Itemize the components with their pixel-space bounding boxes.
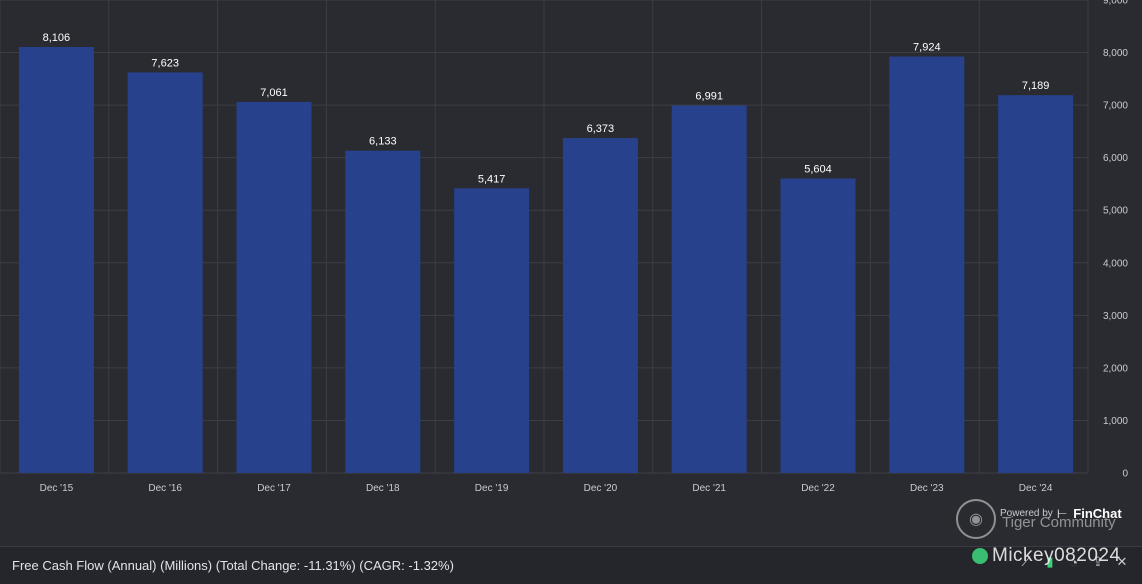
- bar-chart: 8,106 7,623 7,061 6,133 5,417 6,373 6,991 5,604…: [0, 0, 1128, 494]
- pie-chart-icon[interactable]: ◔: [1070, 554, 1078, 570]
- y-tick-label: 5,000: [1103, 206, 1128, 217]
- share-icon[interactable]: ⇪: [1092, 554, 1104, 569]
- bar[interactable]: [889, 56, 965, 474]
- y-tick-label: 3,000: [1103, 311, 1128, 322]
- y-tick-label: 4,000: [1103, 258, 1128, 269]
- tiger-community-watermark: ◉ Tiger Community: [956, 498, 1136, 540]
- bar[interactable]: [780, 178, 856, 473]
- bar-value-label: 6,133: [369, 136, 397, 148]
- bar-value-label: 6,991: [695, 91, 723, 103]
- x-axis-ticks: Dec '15 Dec '16 Dec '17 Dec '18 Dec '19 Dec '…: [40, 483, 1053, 494]
- bar-value-label: 5,604: [804, 163, 832, 175]
- chart-footer: Free Cash Flow (Annual) (Millions) (Tota…: [0, 546, 1142, 584]
- y-tick-label: 0: [1122, 469, 1128, 480]
- bar-value-label: 7,623: [151, 57, 179, 69]
- value-labels: 8,106 7,623 7,061 6,133 5,417 6,373 6,991 5,604…: [43, 32, 1050, 185]
- bar[interactable]: [671, 105, 747, 474]
- bar-value-label: 5,417: [478, 173, 506, 185]
- y-tick-label: 2,000: [1103, 363, 1128, 374]
- finchat-brand: FinChat: [1073, 506, 1122, 521]
- y-tick-label: 7,000: [1103, 101, 1128, 112]
- x-tick-label: Dec '21: [692, 483, 726, 494]
- user-badge-icon: [972, 547, 988, 564]
- chart-caption: Free Cash Flow (Annual) (Millions) (Tota…: [12, 558, 454, 573]
- y-tick-label: 6,000: [1103, 153, 1128, 164]
- bar[interactable]: [236, 101, 312, 474]
- powered-by: Powered by ⊢ FinChat: [1000, 506, 1122, 521]
- bar-value-label: 6,373: [587, 123, 615, 135]
- x-tick-label: Dec '19: [475, 483, 509, 494]
- close-icon[interactable]: ✕: [1116, 554, 1128, 569]
- bar[interactable]: [18, 46, 94, 473]
- user-watermark-text: Mickey082024: [992, 545, 1121, 566]
- bar-value-label: 8,106: [43, 32, 71, 44]
- user-watermark: Mickey082024: [972, 545, 1121, 567]
- bar-value-label: 7,924: [913, 42, 941, 54]
- y-tick-label: 9,000: [1103, 0, 1128, 7]
- tiger-logo-icon: ◉: [956, 499, 996, 539]
- bar[interactable]: [345, 150, 421, 474]
- bars: [18, 46, 1074, 474]
- y-axis-ticks: 0 1,000 2,000 3,000 4,000 5,000 6,000 7,000 8,00…: [1103, 0, 1128, 480]
- bar[interactable]: [562, 138, 638, 473]
- bar[interactable]: [454, 188, 530, 473]
- bar[interactable]: [998, 95, 1074, 474]
- bar-value-label: 7,189: [1022, 80, 1050, 92]
- powered-by-label: Powered by: [1000, 508, 1053, 519]
- watermark-text: Tiger Community: [1002, 513, 1116, 531]
- bar-chart-icon[interactable]: ▮: [1046, 554, 1054, 569]
- x-tick-label: Dec '24: [1019, 483, 1053, 494]
- line-chart-icon[interactable]: ⟋: [1021, 554, 1031, 569]
- y-tick-label: 8,000: [1103, 48, 1128, 59]
- x-tick-label: Dec '16: [148, 483, 182, 494]
- x-tick-label: Dec '17: [257, 483, 291, 494]
- finchat-logo-icon: ⊢: [1056, 506, 1068, 521]
- bar-value-label: 7,061: [260, 87, 288, 99]
- x-tick-label: Dec '23: [910, 483, 944, 494]
- bar[interactable]: [127, 72, 203, 473]
- x-tick-label: Dec '18: [366, 483, 400, 494]
- x-tick-label: Dec '15: [40, 483, 74, 494]
- x-tick-label: Dec '20: [584, 483, 618, 494]
- x-tick-label: Dec '22: [801, 483, 835, 494]
- footer-toolbar: ⟋ ▮ ◔ ⇪ ✕: [1018, 554, 1130, 570]
- y-tick-label: 1,000: [1103, 416, 1128, 427]
